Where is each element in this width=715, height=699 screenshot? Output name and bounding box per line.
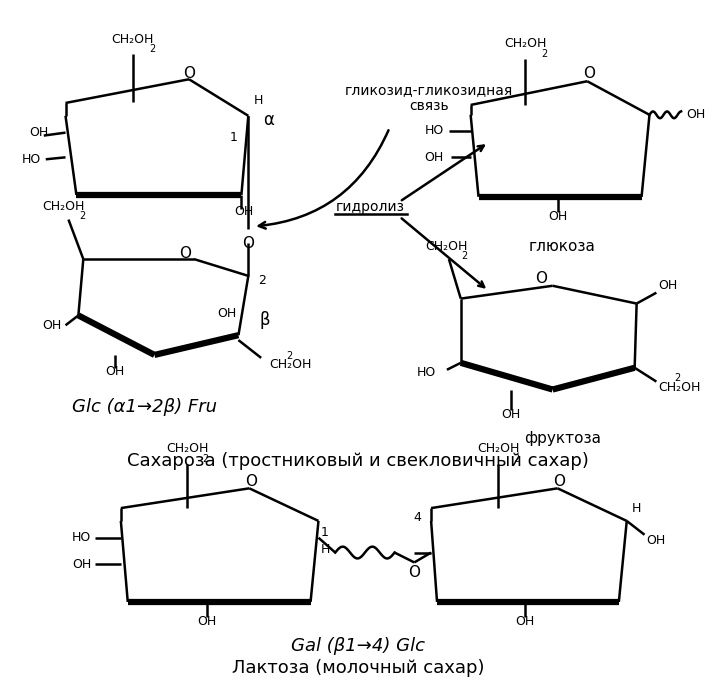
Text: OH: OH xyxy=(72,558,92,571)
Text: HO: HO xyxy=(425,124,444,137)
Text: OH: OH xyxy=(42,319,61,332)
Text: OH: OH xyxy=(425,151,444,164)
Text: OH: OH xyxy=(234,206,253,218)
Text: OH: OH xyxy=(29,126,48,139)
Text: O: O xyxy=(179,245,191,261)
Text: Сахароза (тростниковый и свекловичный сахар): Сахароза (тростниковый и свекловичный са… xyxy=(127,452,589,470)
Text: 2: 2 xyxy=(79,210,86,221)
Text: OH: OH xyxy=(217,307,236,320)
Text: OH: OH xyxy=(197,615,217,628)
Text: CH₂OH: CH₂OH xyxy=(504,37,546,50)
Text: CH₂OH: CH₂OH xyxy=(166,442,208,455)
Text: O: O xyxy=(242,236,255,251)
Text: HO: HO xyxy=(22,153,41,166)
Text: β: β xyxy=(259,311,270,329)
Text: глюкоза: глюкоза xyxy=(529,239,596,254)
Text: OH: OH xyxy=(686,108,705,122)
Text: O: O xyxy=(408,565,420,579)
Text: O: O xyxy=(183,66,195,81)
Text: 2: 2 xyxy=(258,274,266,287)
Text: OH: OH xyxy=(548,210,567,223)
Text: 2: 2 xyxy=(462,251,468,261)
Text: 2: 2 xyxy=(202,454,208,463)
Text: OH: OH xyxy=(646,534,666,547)
Text: Glc (α1→2β) Fru: Glc (α1→2β) Fru xyxy=(72,398,217,417)
Text: CH₂OH: CH₂OH xyxy=(477,442,520,455)
Text: гидролиз: гидролиз xyxy=(335,200,405,214)
Text: H: H xyxy=(253,94,262,108)
Text: 1: 1 xyxy=(230,131,237,144)
Text: O: O xyxy=(245,474,257,489)
Text: O: O xyxy=(535,271,547,287)
Text: H: H xyxy=(631,502,641,514)
Text: O: O xyxy=(583,66,595,81)
Text: 2: 2 xyxy=(513,454,519,463)
Text: O: O xyxy=(553,474,566,489)
Text: Gal (β1→4) Glc: Gal (β1→4) Glc xyxy=(291,637,425,656)
Text: CH₂OH: CH₂OH xyxy=(425,240,468,253)
Text: H: H xyxy=(320,543,330,556)
FancyArrowPatch shape xyxy=(259,130,388,229)
Text: OH: OH xyxy=(516,615,535,628)
Text: 1: 1 xyxy=(320,526,328,540)
Text: OH: OH xyxy=(659,280,678,292)
Text: гликозид-гликозидная
связь: гликозид-гликозидная связь xyxy=(345,83,513,113)
Text: α: α xyxy=(263,110,274,129)
Text: 2: 2 xyxy=(286,351,292,361)
Text: 2: 2 xyxy=(541,48,547,59)
Text: CH₂OH: CH₂OH xyxy=(269,359,312,371)
Text: OH: OH xyxy=(501,408,521,421)
Text: 2: 2 xyxy=(674,373,681,382)
Text: CH₂OH: CH₂OH xyxy=(659,381,701,394)
Text: OH: OH xyxy=(105,366,124,378)
Text: HO: HO xyxy=(72,531,92,545)
Text: 4: 4 xyxy=(413,512,421,524)
Text: фруктоза: фруктоза xyxy=(524,431,601,447)
Text: Лактоза (молочный сахар): Лактоза (молочный сахар) xyxy=(232,659,484,677)
Text: 2: 2 xyxy=(149,43,156,54)
Text: HO: HO xyxy=(417,366,436,380)
Text: CH₂OH: CH₂OH xyxy=(112,34,154,46)
Text: CH₂OH: CH₂OH xyxy=(42,200,85,213)
